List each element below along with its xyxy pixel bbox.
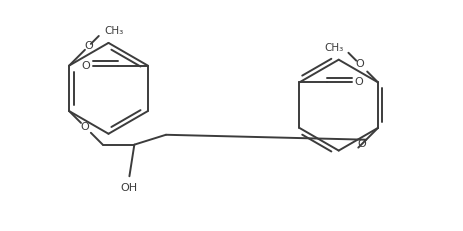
Text: O: O <box>358 139 367 149</box>
Text: CH₃: CH₃ <box>324 43 343 53</box>
Text: O: O <box>81 122 89 132</box>
Text: OH: OH <box>121 183 138 193</box>
Text: CH₃: CH₃ <box>104 26 123 36</box>
Text: O: O <box>355 59 363 69</box>
Text: O: O <box>81 61 90 71</box>
Text: O: O <box>354 77 363 87</box>
Text: O: O <box>85 41 93 51</box>
